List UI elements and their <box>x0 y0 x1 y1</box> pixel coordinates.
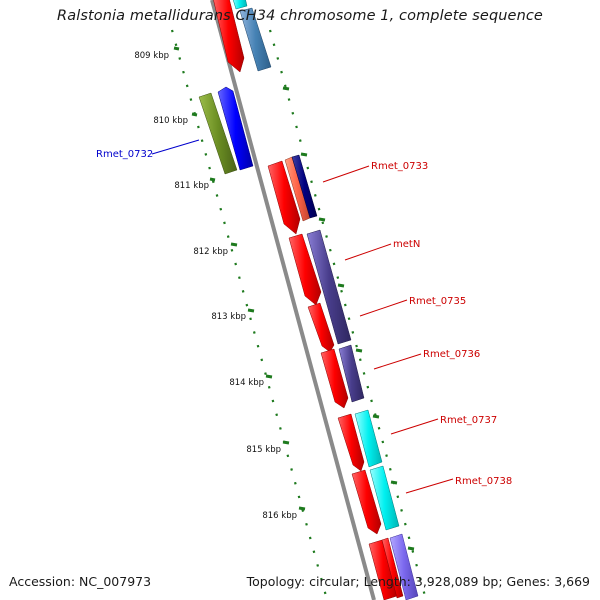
gene-label-rmet0737: Rmet_0737 <box>440 415 497 426</box>
gene-arrow-red <box>267 160 301 235</box>
gene-arrow-blue <box>217 86 254 171</box>
gene-label-rmet0738: Rmet_0738 <box>455 476 512 487</box>
tick-label-815: 815 kbp <box>246 445 281 455</box>
gene-arrow-cyan <box>354 409 383 468</box>
gene-arrow-navy <box>291 154 318 219</box>
reverse-strand-genes <box>198 86 254 175</box>
leader-line-rmet0737 <box>390 418 439 435</box>
tick-mark <box>407 546 415 551</box>
tick-mark <box>282 86 290 91</box>
leader-line-rmet0736 <box>373 353 422 370</box>
gene-label-rmet0735: Rmet_0735 <box>409 296 466 307</box>
gene-arrow-olive <box>198 92 238 175</box>
tick-mark <box>372 414 380 419</box>
tick-mark <box>230 242 238 247</box>
gene-arrow-red <box>320 348 349 409</box>
leader-line-rmet0732 <box>151 139 200 155</box>
gene-arrow-darkslate <box>306 229 352 345</box>
genome-summary: Topology: circular; Length: 3,928,089 bp… <box>246 574 590 589</box>
outer-scale <box>268 29 427 597</box>
tick-mark <box>300 152 308 157</box>
gene-arrow-mediumslate <box>389 533 419 600</box>
gene-arrow-red <box>213 0 245 73</box>
gene-label-rmet0732: Rmet_0732 <box>96 149 153 160</box>
tick-label-816: 816 kbp <box>262 511 297 521</box>
gene-arrow-cyan <box>369 465 400 531</box>
forward-strand-genes <box>213 0 419 600</box>
gene-arrow-red <box>351 469 382 535</box>
gene-label-rmet0736: Rmet_0736 <box>423 349 480 360</box>
gene-arrow-red <box>381 537 404 599</box>
tick-scale <box>170 29 328 597</box>
gene-arrow-steelblue <box>239 7 272 72</box>
tick-mark <box>337 283 345 288</box>
tick-mark <box>247 308 255 313</box>
gene-arrow-cyan <box>232 0 248 10</box>
gene-arrow-red <box>288 233 322 306</box>
tick-mark <box>265 374 273 379</box>
tick-label-810: 810 kbp <box>153 116 188 126</box>
leader-line-rmet0738 <box>405 478 454 494</box>
map-title: Ralstonia metallidurans CH34 chromosome … <box>57 8 543 24</box>
tick-mark <box>318 217 326 222</box>
tick-label-813: 813 kbp <box>211 312 246 322</box>
tick-mark <box>355 348 363 353</box>
gene-label-rmet0733: Rmet_0733 <box>371 161 428 172</box>
leader-line-rmet0735 <box>359 299 408 317</box>
tick-label-811: 811 kbp <box>174 181 209 191</box>
tick-mark <box>191 112 198 117</box>
tick-label-814: 814 kbp <box>229 378 264 388</box>
tick-mark <box>209 177 216 182</box>
accession-label: Accession: NC_007973 <box>9 574 152 589</box>
leader-line-metN <box>344 243 392 261</box>
tick-mark <box>298 506 306 511</box>
gene-arrow-darkslate <box>338 344 365 403</box>
gene-arrow-red <box>337 413 365 472</box>
gene-arrow-red <box>307 302 335 353</box>
tick-label-809: 809 kbp <box>134 51 169 61</box>
tick-mark <box>282 440 290 445</box>
tick-mark <box>173 46 180 51</box>
tick-mark <box>390 480 398 485</box>
gene-label-metN: metN <box>393 239 420 250</box>
chromosome-backbone <box>210 0 376 600</box>
leader-line-rmet0733 <box>322 165 370 183</box>
tick-label-812: 812 kbp <box>193 247 228 257</box>
